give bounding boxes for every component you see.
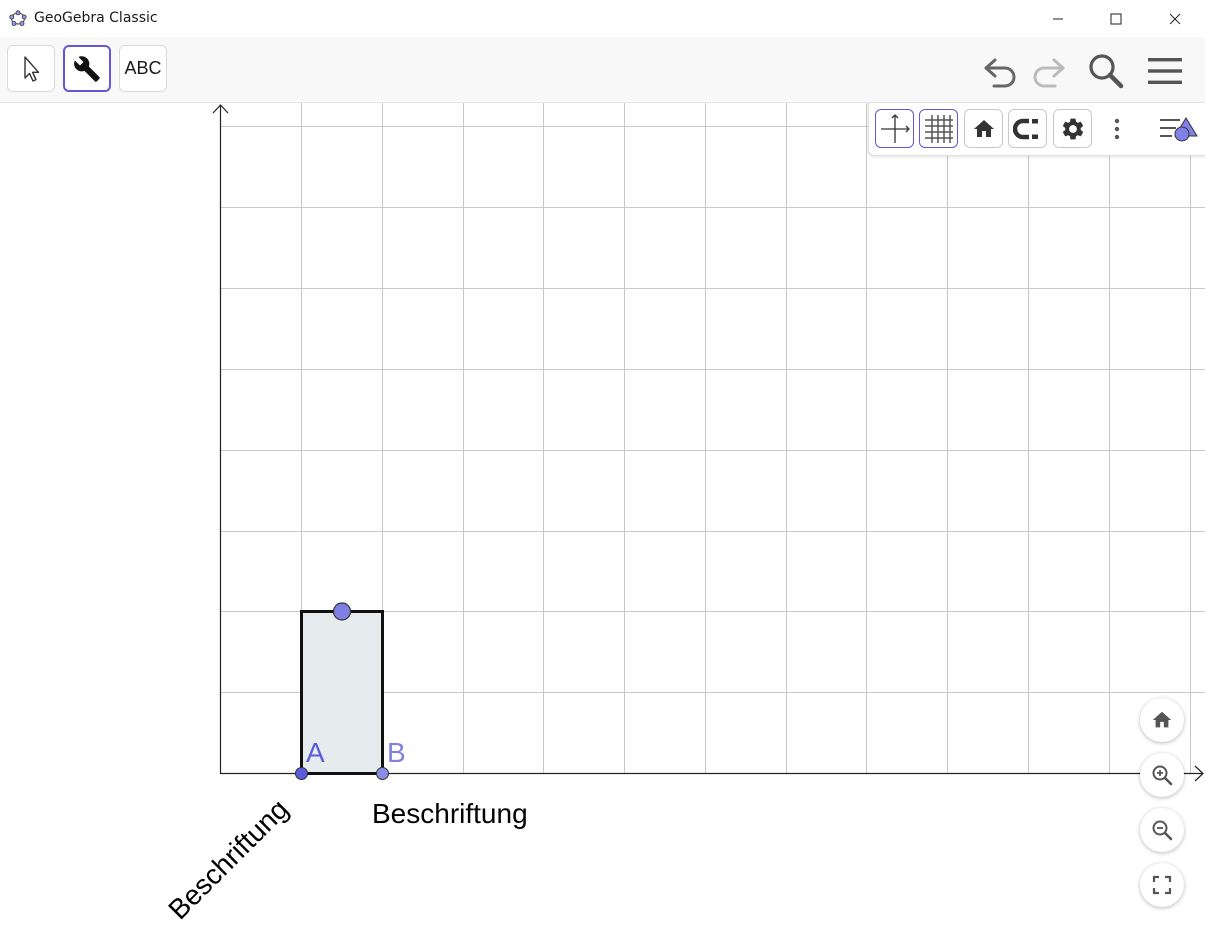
fullscreen-button[interactable] <box>1140 863 1184 907</box>
point-b[interactable] <box>376 767 389 780</box>
gear-icon <box>1062 118 1083 139</box>
zoom-out-button[interactable] <box>1140 808 1184 852</box>
standard-view-fab[interactable] <box>1140 698 1184 742</box>
search-icon <box>1089 54 1124 89</box>
redo-icon <box>1033 58 1065 88</box>
point-a-label: A <box>306 737 325 768</box>
geogebra-logo-icon <box>9 10 27 26</box>
toggle-axes-button[interactable] <box>875 109 914 148</box>
more-options-button[interactable] <box>1107 109 1127 148</box>
window-title: GeoGebra Classic <box>34 10 158 26</box>
point-a[interactable] <box>295 767 308 780</box>
graphics-style-bar <box>868 103 1205 156</box>
close-button[interactable] <box>1146 0 1204 37</box>
graphics-view[interactable]: A B Beschriftung Beschriftung <box>0 103 1205 927</box>
graphics-settings-button[interactable] <box>1053 109 1092 148</box>
move-tool-button[interactable] <box>7 45 55 92</box>
redo-button[interactable] <box>1026 51 1070 91</box>
toggle-grid-button[interactable] <box>919 109 958 148</box>
close-icon <box>1169 13 1181 24</box>
minimize-icon <box>1053 18 1063 19</box>
axes-icon <box>880 113 910 143</box>
title-bar: GeoGebra Classic <box>0 0 1205 37</box>
home-icon <box>1152 711 1172 728</box>
y-axis-caption: Beschriftung <box>162 793 294 925</box>
zoom-in-button[interactable] <box>1140 753 1184 797</box>
undo-icon <box>984 58 1016 88</box>
arrow-pointer-icon <box>24 55 40 82</box>
grid <box>221 103 1205 774</box>
magnet-icon <box>1012 118 1038 139</box>
home-icon <box>973 119 994 137</box>
style-bar-toggle-icon <box>1160 116 1198 141</box>
standard-view-button[interactable] <box>964 109 1003 148</box>
maximize-button[interactable] <box>1087 0 1145 37</box>
maximize-icon <box>1110 13 1122 24</box>
main-menu-button[interactable] <box>1143 51 1187 91</box>
style-bar-toggle-button[interactable] <box>1154 109 1202 148</box>
point-b-label: B <box>387 737 406 768</box>
toolbar: ABC <box>0 37 1205 103</box>
grid-icon <box>924 114 953 143</box>
more-vertical-icon <box>1114 118 1120 139</box>
tools-menu-button[interactable] <box>63 45 111 92</box>
menu-icon <box>1148 58 1182 84</box>
fullscreen-icon <box>1152 875 1172 895</box>
x-axis-caption: Beschriftung <box>372 798 528 829</box>
text-tool-button[interactable]: ABC <box>119 45 167 92</box>
search-button[interactable] <box>1084 51 1128 91</box>
wrench-icon <box>74 55 100 82</box>
minimize-button[interactable] <box>1029 0 1087 37</box>
top-midpoint[interactable] <box>332 602 352 621</box>
zoom-in-icon <box>1152 765 1173 786</box>
text-tool-label: ABC <box>124 58 162 78</box>
zoom-out-icon <box>1152 820 1173 841</box>
point-capturing-button[interactable] <box>1008 109 1047 148</box>
undo-button[interactable] <box>979 51 1023 91</box>
